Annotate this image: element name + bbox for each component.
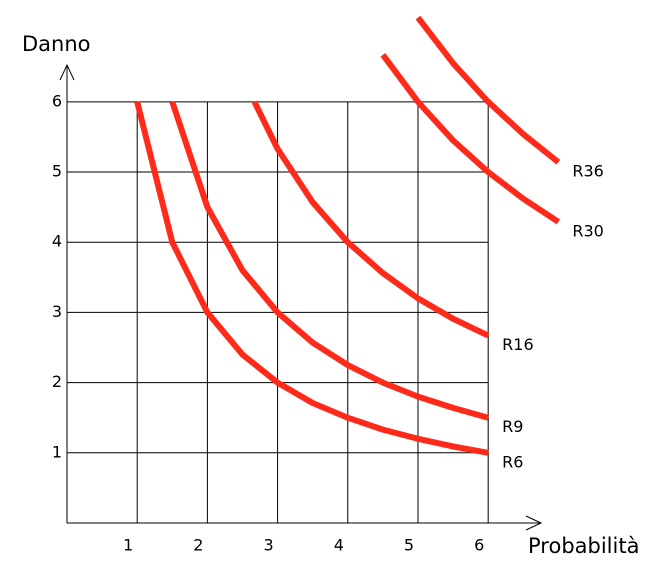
x-tick-label: 3	[263, 536, 273, 555]
x-tick-label: 2	[193, 536, 203, 555]
series-label: R16	[502, 335, 533, 354]
x-tick-label: 1	[123, 536, 133, 555]
series-label: R9	[502, 417, 523, 436]
series-line	[169, 100, 489, 421]
y-tick-label: 2	[52, 372, 62, 391]
y-tick-label: 1	[52, 442, 62, 461]
series-line	[134, 101, 489, 456]
x-axis-arrow	[525, 515, 543, 531]
y-tick-label: 6	[52, 91, 62, 110]
x-axis-title: Probabilità	[528, 534, 639, 558]
x-tick-label: 5	[404, 536, 414, 555]
y-tick-label: 5	[52, 162, 62, 181]
y-tick-label: 4	[52, 232, 62, 251]
y-axis-title: Danno	[22, 32, 91, 56]
series-label: R6	[502, 452, 523, 471]
series-label: R30	[572, 221, 603, 240]
series-label: R36	[572, 162, 603, 181]
y-tick-label: 3	[52, 302, 62, 321]
y-axis-arrow	[59, 63, 75, 81]
series-line	[251, 100, 490, 339]
x-tick-label: 6	[474, 536, 484, 555]
x-tick-label: 4	[334, 536, 344, 555]
series-line	[380, 53, 561, 225]
series-line	[415, 15, 561, 165]
